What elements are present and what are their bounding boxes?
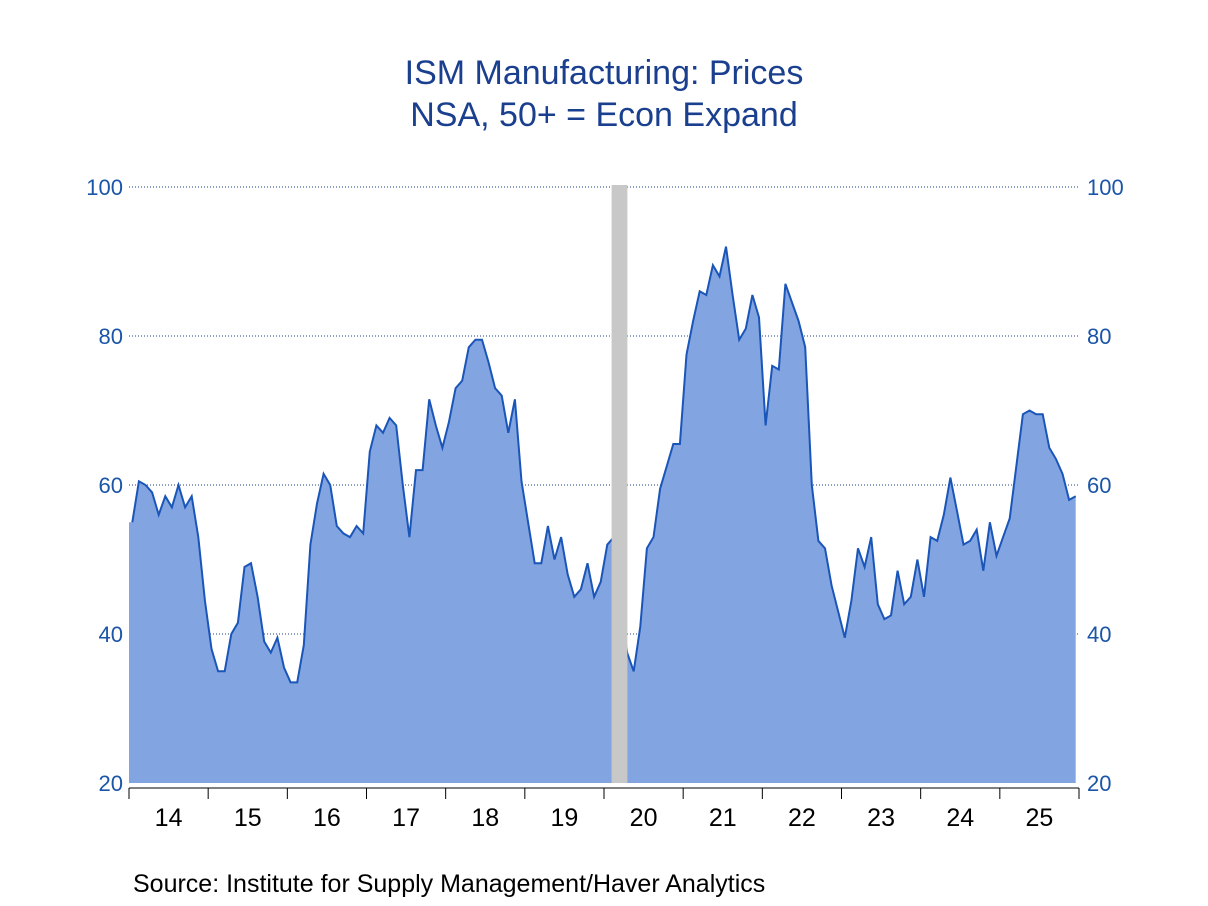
source-note: Source: Institute for Supply Management/… [133,870,766,898]
x-tick-label: 21 [709,804,737,832]
series-area [129,246,1076,784]
x-tick-label: 23 [867,804,895,832]
y-tick-label-left: 100 [86,175,123,200]
x-tick-label: 17 [392,804,420,832]
x-tick-label: 25 [1026,804,1054,832]
x-tick-label: 24 [946,804,974,832]
x-tick-label: 14 [155,804,183,832]
y-tick-label-left: 20 [99,771,123,796]
y-tick-label-right: 20 [1087,771,1111,796]
y-tick-label-left: 40 [99,622,123,647]
x-tick-label: 18 [471,804,499,832]
y-axis-right: 20 40 60 80 100 [1087,175,1124,796]
y-tick-label-right: 40 [1087,622,1111,647]
y-tick-label-right: 80 [1087,324,1111,349]
y-axis-left: 20 40 60 80 100 [86,175,123,796]
y-tick-label-right: 100 [1087,175,1124,200]
y-tick-label-left: 60 [99,473,123,498]
y-tick-label-right: 60 [1087,473,1111,498]
recession-shading [611,185,628,783]
x-tick-label: 19 [551,804,579,832]
chart-title: ISM Manufacturing: Prices [404,54,804,92]
x-tick-label: 15 [234,804,262,832]
x-axis: 14 15 16 17 18 19 20 21 22 23 24 25 [128,787,1080,832]
x-tick-label: 20 [630,804,658,832]
series-line [131,246,1077,684]
x-tick-label: 16 [313,804,341,832]
chart-subtitle: NSA, 50+ = Econ Expand [410,96,798,134]
recession-bar [611,185,628,783]
y-tick-label-left: 80 [99,324,123,349]
x-tick-label: 22 [788,804,816,832]
